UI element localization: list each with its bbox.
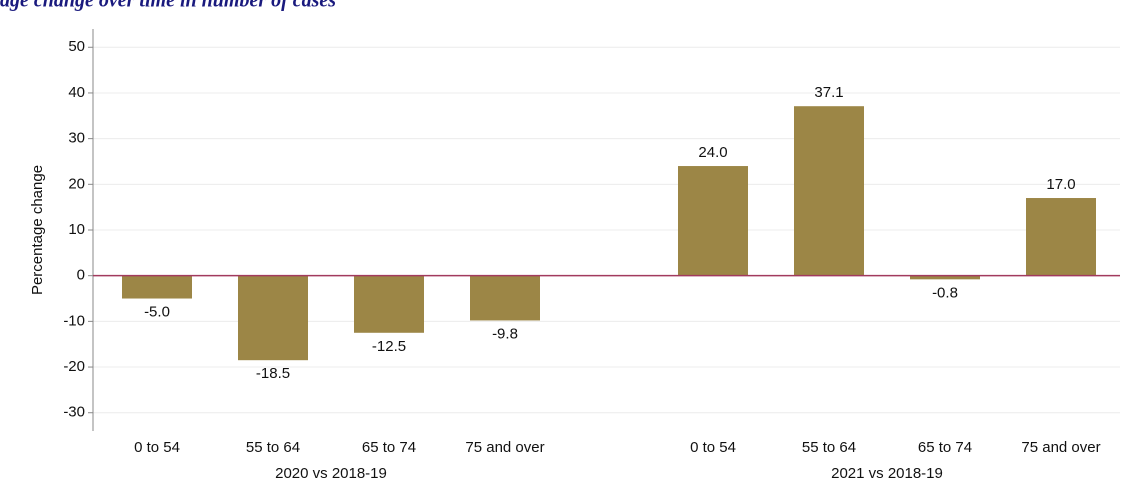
x-tick-label: 0 to 54 bbox=[134, 439, 180, 456]
bar bbox=[354, 275, 424, 333]
value-label: -18.5 bbox=[256, 365, 290, 382]
value-label: 37.1 bbox=[814, 84, 843, 101]
bar bbox=[678, 166, 748, 276]
x-tick-label: 65 to 74 bbox=[918, 439, 972, 456]
y-tick-label: 30 bbox=[68, 130, 85, 147]
x-tick-label: 55 to 64 bbox=[802, 439, 856, 456]
y-tick-label: 20 bbox=[68, 175, 85, 192]
y-axis-label: Percentage change bbox=[29, 165, 46, 295]
value-label: -9.8 bbox=[492, 325, 518, 342]
chart-title: age change over time in number of cases bbox=[0, 0, 336, 12]
value-label: -0.8 bbox=[932, 284, 958, 301]
bar bbox=[122, 275, 192, 299]
y-tick-label: -10 bbox=[63, 312, 85, 329]
x-tick-label: 55 to 64 bbox=[246, 439, 300, 456]
value-label: -5.0 bbox=[144, 303, 170, 320]
y-tick-label: 40 bbox=[68, 84, 85, 101]
value-label: -12.5 bbox=[372, 338, 406, 355]
x-tick-label: 0 to 54 bbox=[690, 439, 736, 456]
bar bbox=[470, 275, 540, 321]
x-tick-label: 75 and over bbox=[1021, 439, 1100, 456]
bar bbox=[238, 275, 308, 361]
y-tick-label: -30 bbox=[63, 404, 85, 421]
group-label: 2021 vs 2018-19 bbox=[831, 465, 943, 482]
bar bbox=[910, 275, 980, 280]
y-tick-label: -20 bbox=[63, 358, 85, 375]
bar bbox=[794, 106, 864, 276]
bar bbox=[1026, 198, 1096, 276]
value-label: 24.0 bbox=[698, 144, 727, 161]
x-tick-label: 65 to 74 bbox=[362, 439, 416, 456]
y-tick-label: 10 bbox=[68, 221, 85, 238]
value-label: 17.0 bbox=[1046, 176, 1075, 193]
x-tick-label: 75 and over bbox=[465, 439, 544, 456]
y-tick-label: 50 bbox=[68, 38, 85, 55]
y-tick-label: 0 bbox=[77, 267, 85, 284]
group-label: 2020 vs 2018-19 bbox=[275, 465, 387, 482]
